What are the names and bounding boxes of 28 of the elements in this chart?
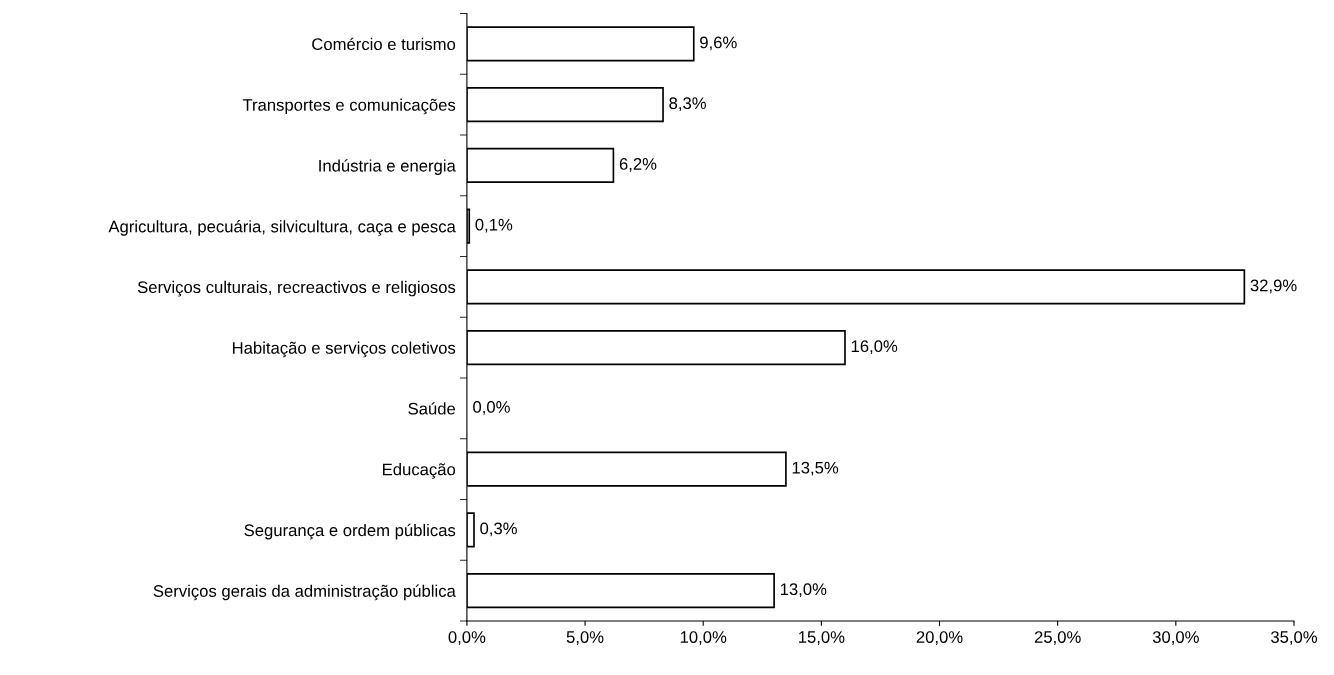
y-tick-label: Educação <box>383 463 456 479</box>
x-tick-label: 30,0% <box>1152 631 1199 645</box>
x-tick-label: 5,0% <box>566 631 604 645</box>
data-label: 16,0% <box>851 340 898 355</box>
data-label: 13,0% <box>780 583 827 598</box>
x-tick-label: 20,0% <box>916 631 963 645</box>
y-tick-label: Comércio e turismo <box>312 37 456 51</box>
data-label: 6,2% <box>619 158 657 172</box>
y-tick-label: Serviços gerais da administração pública <box>153 584 456 601</box>
y-tick-label: Transportes e comunicações <box>242 98 456 115</box>
data-label: 13,5% <box>792 461 839 476</box>
data-label: 8,3% <box>669 97 706 112</box>
x-tick-label: 0,0% <box>448 631 486 645</box>
y-tick-label: Agricultura, pecuária, silvicultura, caça e pesca <box>108 219 456 236</box>
y-tick-label: Segurança e ordem públicas <box>244 523 456 540</box>
x-tick-label: 35,0% <box>1270 631 1318 645</box>
y-tick-label: Indústria e energia <box>319 159 456 175</box>
data-label: 32,9% <box>1250 279 1297 294</box>
y-tick-label: Serviços culturais, recreactivos e religiosos <box>137 280 456 297</box>
y-tick-label: Saúde <box>408 402 456 415</box>
data-label: 0,3% <box>480 522 517 537</box>
x-tick-label: 25,0% <box>1034 631 1081 645</box>
data-label: 0,1% <box>475 218 513 233</box>
data-label: 0,0% <box>473 401 510 415</box>
data-label: 9,6% <box>700 36 737 51</box>
x-tick-label: 15,0% <box>799 631 845 645</box>
y-tick-label: Habitação e serviços coletivos <box>232 341 456 358</box>
x-tick-label: 10,0% <box>680 631 727 645</box>
